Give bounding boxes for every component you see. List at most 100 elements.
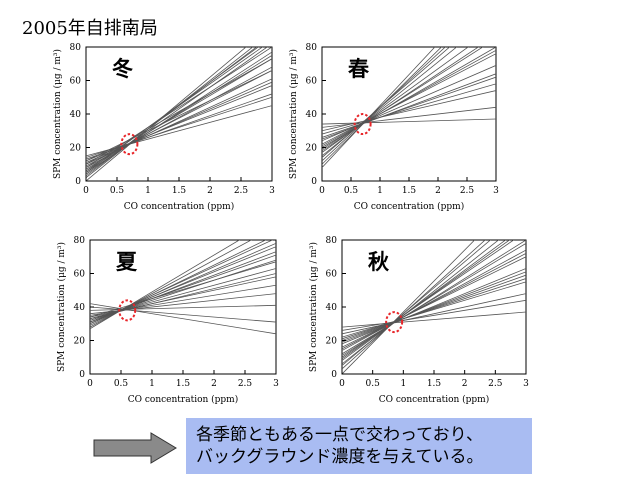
series-line-17 xyxy=(86,47,272,168)
note-line-1: 各季節ともある一点で交わっており、 xyxy=(196,425,483,445)
y-tick-label: 60 xyxy=(70,77,82,87)
series-line-14 xyxy=(90,261,276,318)
x-tick-label: 2.5 xyxy=(460,186,475,196)
x-tick-label: 2 xyxy=(211,379,217,389)
x-tick-label: 1 xyxy=(400,379,406,389)
series-line-17 xyxy=(322,47,484,150)
chart-3: 0 0.5 1 1.5 2 2.5 3 0 20 40 60 80 CO concentration (… xyxy=(308,236,529,405)
x-tick-label: 1 xyxy=(377,186,383,196)
x-tick-label: 1.5 xyxy=(402,186,417,196)
chart-2: 0 0.5 1 1.5 2 2.5 3 0 20 40 60 80 CO concentration (… xyxy=(56,236,279,405)
series-line-6 xyxy=(342,256,526,348)
x-tick-label: 3 xyxy=(273,379,279,389)
y-tick-label: 60 xyxy=(306,77,318,87)
x-tick-label: 0.5 xyxy=(344,186,359,196)
x-tick-label: 0.5 xyxy=(110,186,125,196)
series-line-14 xyxy=(322,49,496,147)
series-line-15 xyxy=(322,47,442,165)
y-axis-label: SPM concentration (μg / m³) xyxy=(288,49,299,179)
y-tick-label: 40 xyxy=(74,303,86,313)
x-tick-label: 0.5 xyxy=(114,379,129,389)
x-tick-label: 2 xyxy=(207,186,213,196)
series-line-13 xyxy=(342,240,500,365)
x-tick-label: 0 xyxy=(319,186,325,196)
series-line-12 xyxy=(322,47,451,158)
x-tick-label: 1.5 xyxy=(176,379,191,389)
season-title: 夏 xyxy=(116,250,138,274)
y-tick-label: 60 xyxy=(74,270,86,280)
intersection-marker xyxy=(118,299,137,322)
series-line-15 xyxy=(90,240,241,330)
y-axis-label: SPM concentration (μg / m³) xyxy=(52,49,63,179)
x-axis-label: CO concentration (ppm) xyxy=(354,201,464,212)
y-tick-label: 0 xyxy=(75,177,81,187)
y-tick-label: 40 xyxy=(306,110,318,120)
intersection-marker xyxy=(385,311,404,334)
series-line-15 xyxy=(86,47,258,177)
chart-0: 0 0.5 1 1.5 2 2.5 3 0 20 40 60 80 CO concentration (… xyxy=(52,43,275,212)
y-tick-label: 80 xyxy=(70,43,82,53)
y-tick-label: 60 xyxy=(326,270,338,280)
note-line-2: バックグラウンド濃度を与えている。 xyxy=(196,447,484,467)
y-axis-label: SPM concentration (μg / m³) xyxy=(308,242,319,372)
series-line-10 xyxy=(90,306,276,323)
series-line-4 xyxy=(86,55,272,172)
y-tick-label: 80 xyxy=(306,43,318,53)
series-line-8 xyxy=(342,274,526,341)
series-line-16 xyxy=(322,73,496,140)
series-line-9 xyxy=(342,281,526,338)
series-line-9 xyxy=(86,81,272,163)
series-line-17 xyxy=(90,246,276,323)
series-line-10 xyxy=(342,293,526,335)
y-tick-label: 20 xyxy=(326,337,338,347)
series-line-18 xyxy=(342,278,526,340)
x-tick-label: 0.5 xyxy=(366,379,381,389)
x-tick-label: 1 xyxy=(149,379,155,389)
note-box: 各季節ともある一点で交わっており、 バックグラウンド濃度を与えている。 xyxy=(186,418,532,474)
series-line-5 xyxy=(322,53,496,145)
series-line-14 xyxy=(342,240,526,356)
series-line-16 xyxy=(90,273,276,320)
series-line-13 xyxy=(322,47,469,153)
x-tick-label: 1.5 xyxy=(427,379,442,389)
x-tick-label: 2 xyxy=(462,379,468,389)
series-line-16 xyxy=(86,58,272,165)
x-tick-label: 0 xyxy=(339,379,345,389)
series-line-11 xyxy=(322,118,496,125)
y-tick-label: 0 xyxy=(331,370,337,380)
series-line-11 xyxy=(90,303,276,335)
y-tick-label: 20 xyxy=(74,337,86,347)
series-line-11 xyxy=(342,299,526,331)
x-tick-label: 3 xyxy=(493,186,499,196)
page-title: 2005年自排南局 xyxy=(22,18,158,39)
x-tick-label: 1.5 xyxy=(172,186,187,196)
x-tick-label: 3 xyxy=(523,379,529,389)
x-tick-label: 1 xyxy=(145,186,151,196)
series-line-11 xyxy=(86,93,272,160)
series-line-8 xyxy=(322,83,496,135)
series-lines xyxy=(322,47,496,168)
series-line-2 xyxy=(342,240,507,361)
y-tick-label: 40 xyxy=(70,110,82,120)
x-tick-label: 2.5 xyxy=(488,379,503,389)
series-lines xyxy=(86,47,272,181)
series-line-4 xyxy=(342,243,526,355)
series-line-12 xyxy=(342,311,526,328)
x-tick-label: 0 xyxy=(87,379,93,389)
season-title: 秋 xyxy=(368,250,390,274)
y-tick-label: 80 xyxy=(326,236,338,246)
y-tick-label: 0 xyxy=(311,177,317,187)
y-tick-label: 40 xyxy=(326,303,338,313)
x-tick-label: 3 xyxy=(269,186,275,196)
series-line-0 xyxy=(322,47,436,168)
series-line-1 xyxy=(322,47,446,162)
y-tick-label: 0 xyxy=(79,370,85,380)
intersection-marker xyxy=(353,113,372,136)
season-title: 春 xyxy=(348,57,370,81)
y-tick-label: 80 xyxy=(74,236,86,246)
series-line-10 xyxy=(322,106,496,128)
series-line-15 xyxy=(342,253,526,350)
y-tick-label: 20 xyxy=(306,144,318,154)
series-line-17 xyxy=(342,240,486,370)
